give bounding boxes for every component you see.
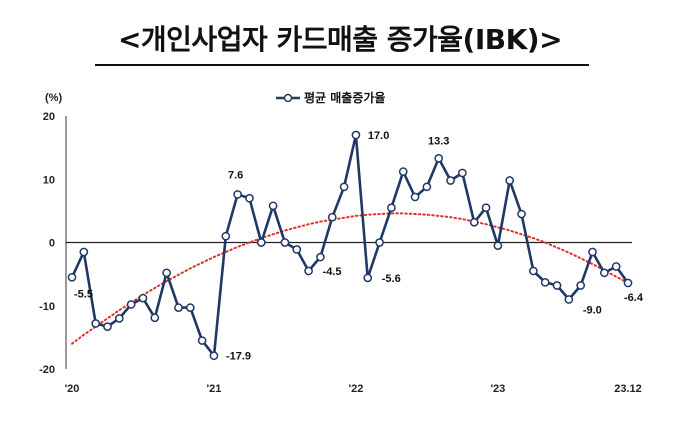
series-point xyxy=(233,190,242,199)
series-point xyxy=(162,268,171,278)
series-point xyxy=(493,241,503,251)
x-tick-label: '20 xyxy=(65,383,80,395)
series-point xyxy=(552,281,562,290)
series-point xyxy=(576,281,586,290)
series-point xyxy=(245,193,254,203)
series-path xyxy=(70,133,630,357)
data-label: -17.9 xyxy=(226,351,251,363)
chart-title: <개인사업자 카드매출 증가율(IBK)> xyxy=(117,23,563,56)
series-point xyxy=(410,192,420,202)
data-label: -6.4 xyxy=(624,292,644,304)
data-label: -4.5 xyxy=(323,266,342,278)
series-point xyxy=(339,182,349,192)
series-point xyxy=(268,201,278,211)
legend: 평균 매출증가율 xyxy=(276,90,385,105)
series-point xyxy=(387,203,396,213)
title-underline xyxy=(95,64,589,66)
series-point xyxy=(150,313,160,323)
series-point xyxy=(114,314,124,323)
y-unit-label: (%) xyxy=(45,92,62,104)
x-tick-label: '22 xyxy=(348,383,363,395)
x-tick-label: '23 xyxy=(490,383,505,395)
series-point xyxy=(375,238,384,247)
series-point xyxy=(91,319,101,328)
series-point xyxy=(292,245,302,254)
data-label: -9.0 xyxy=(583,304,602,316)
data-label: 17.0 xyxy=(368,130,389,142)
series-point xyxy=(256,238,266,247)
x-axis: '20 '21 '22 '23 23.12 xyxy=(65,383,642,395)
legend-label: 평균 매출증가율 xyxy=(304,90,385,105)
series-point xyxy=(458,168,467,178)
series-point xyxy=(469,217,479,227)
y-tick-label: 0 xyxy=(49,238,55,250)
y-tick-label: 10 xyxy=(43,174,55,186)
series-point xyxy=(588,247,597,257)
series-point xyxy=(540,277,550,287)
series-point xyxy=(422,182,432,192)
y-axis: -20 -10 0 10 20 xyxy=(39,111,632,376)
series-point xyxy=(174,303,183,312)
series-point xyxy=(185,303,195,312)
series-point xyxy=(197,336,207,345)
series-point xyxy=(517,209,526,219)
series-point xyxy=(138,293,148,303)
series-point xyxy=(126,300,136,309)
series-point xyxy=(280,238,290,247)
y-tick-label: -20 xyxy=(39,364,55,376)
series-point xyxy=(327,212,337,222)
data-label: -5.6 xyxy=(382,273,401,285)
data-labels: -5.5 -17.9 7.6 -4.5 17.0 -5.6 13.3 -9.0 -6.4 xyxy=(74,130,644,363)
series-point xyxy=(79,247,89,257)
series-point xyxy=(623,278,633,288)
series-point xyxy=(481,203,491,213)
series-point xyxy=(505,176,515,185)
series-point xyxy=(304,266,313,276)
series-point xyxy=(446,176,455,185)
legend-marker-swatch xyxy=(283,93,293,103)
data-label: -5.5 xyxy=(74,288,93,300)
series-point xyxy=(611,262,621,271)
y-tick-label: -10 xyxy=(39,301,55,313)
data-label: 7.6 xyxy=(228,169,243,181)
series-point xyxy=(529,266,538,276)
series-point xyxy=(221,231,231,241)
x-tick-label: '21 xyxy=(207,383,222,395)
series-point xyxy=(434,154,444,163)
x-tick-label: 23.12 xyxy=(614,383,642,395)
series-point xyxy=(316,252,325,262)
series-point xyxy=(209,351,219,361)
y-tick-label: 20 xyxy=(43,111,55,123)
series-line xyxy=(67,130,633,361)
series-point xyxy=(398,167,408,177)
series-point xyxy=(564,295,574,304)
series-point xyxy=(351,130,361,140)
series-point xyxy=(103,322,112,331)
data-label: 13.3 xyxy=(428,135,449,147)
series-point xyxy=(599,268,609,278)
series-point xyxy=(67,272,77,282)
series-point xyxy=(363,273,373,283)
